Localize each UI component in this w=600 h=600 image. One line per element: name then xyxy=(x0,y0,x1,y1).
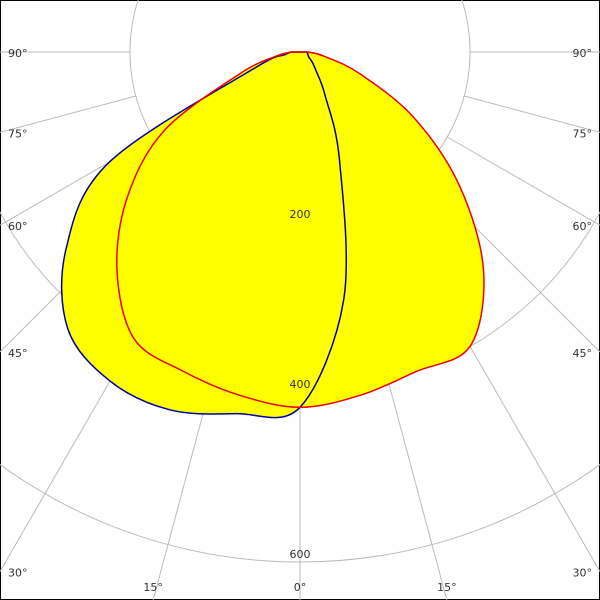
curve xyxy=(60,51,348,419)
r-tick-label: 200 xyxy=(290,208,311,221)
angle-label: 90° xyxy=(8,47,28,60)
angle-label: 45° xyxy=(573,347,593,360)
area-fill xyxy=(116,52,484,408)
angle-label: 0° xyxy=(294,581,307,594)
grid-line xyxy=(0,95,136,133)
angle-label: 30° xyxy=(8,567,28,580)
r-tick-label: 400 xyxy=(290,378,311,391)
angle-label: 30° xyxy=(573,567,593,580)
curve xyxy=(116,51,485,409)
angle-label: 60° xyxy=(573,220,593,233)
angle-label: 75° xyxy=(8,127,28,140)
grid-line xyxy=(464,95,600,133)
angle-label: 15° xyxy=(437,581,457,594)
angle-label: 45° xyxy=(8,347,28,360)
angle-label: 15° xyxy=(143,581,163,594)
angle-label: 60° xyxy=(8,220,28,233)
angle-label: 75° xyxy=(573,127,593,140)
angle-label: 90° xyxy=(573,47,593,60)
r-tick-label: 600 xyxy=(290,548,311,561)
grid-line xyxy=(446,136,600,226)
